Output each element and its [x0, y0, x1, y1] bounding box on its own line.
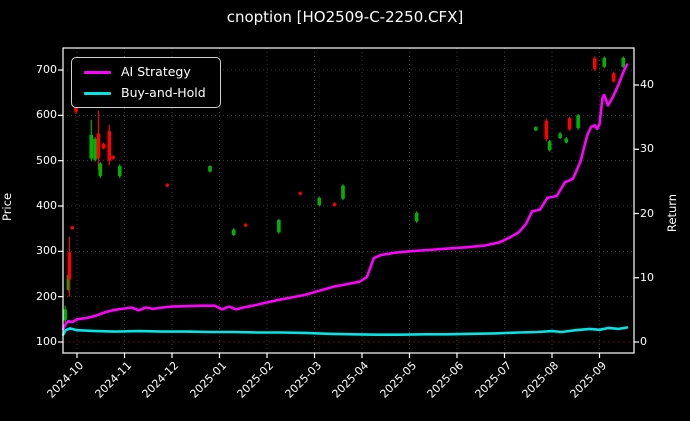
y-tick-price-100: 100: [36, 335, 57, 348]
candle-body: [611, 73, 616, 82]
y-tick-return-20: 20: [640, 206, 654, 220]
legend-label-ai-strategy: AI Strategy: [121, 64, 191, 79]
legend-item-buy-and-hold: Buy-and-Hold: [84, 86, 206, 100]
y-tick-return-10: 10: [640, 270, 654, 284]
y-tick-price-500: 500: [36, 153, 57, 167]
candle-body: [208, 166, 212, 172]
y-tick-price-200: 200: [36, 289, 57, 303]
candle-body: [317, 197, 322, 206]
candle-body: [66, 274, 71, 290]
candle-body: [592, 58, 597, 70]
y-tick-price-400: 400: [36, 199, 57, 212]
y-tick-return-40: 40: [640, 78, 654, 91]
candle-body: [111, 156, 115, 159]
legend-label-buy-and-hold: Buy-and-Hold: [121, 85, 206, 100]
candle-body: [96, 133, 101, 159]
candle-body: [544, 120, 549, 139]
candle-body: [117, 166, 122, 177]
candle-body: [243, 224, 248, 227]
y-tick-price-600: 600: [36, 108, 57, 122]
candle-body: [107, 131, 112, 161]
legend: AI Strategy Buy-and-Hold: [71, 57, 221, 108]
candle-body: [277, 220, 281, 233]
candle-body: [101, 143, 106, 149]
candle-body: [621, 57, 626, 67]
plot-border: [62, 47, 635, 354]
candle-body: [576, 115, 580, 129]
candle-body: [332, 203, 337, 207]
y-tick-return-30: 30: [640, 142, 654, 156]
candle-body: [547, 141, 552, 151]
candle-body: [231, 229, 236, 236]
legend-item-ai-strategy: AI Strategy: [84, 65, 206, 79]
candle-body: [93, 138, 97, 160]
buy-and-hold-line: [61, 326, 629, 337]
chart-title: cnoption [HO2509-C-2250.CFX]: [226, 8, 464, 26]
candle-body: [534, 127, 538, 131]
y-tick-return-0: 0: [640, 335, 647, 348]
candle-body: [414, 212, 419, 222]
candle-body: [341, 185, 345, 199]
candle-body: [70, 226, 75, 230]
candle-body: [564, 138, 569, 143]
candle-body: [89, 134, 94, 159]
candle-body: [298, 192, 303, 195]
candle-body: [165, 184, 170, 187]
candle-body: [98, 163, 103, 177]
candle-body: [567, 118, 572, 130]
candle-body: [558, 133, 562, 139]
candle-body: [67, 252, 72, 280]
candle-body: [63, 309, 67, 321]
ai-strategy-line-swatch: [84, 70, 111, 74]
buy-and-hold-line-swatch: [84, 91, 111, 95]
y-tick-price-300: 300: [36, 244, 57, 258]
ai-strategy-line: [61, 63, 629, 331]
candle-body: [602, 57, 607, 67]
y-tick-price-700: 700: [36, 63, 57, 77]
